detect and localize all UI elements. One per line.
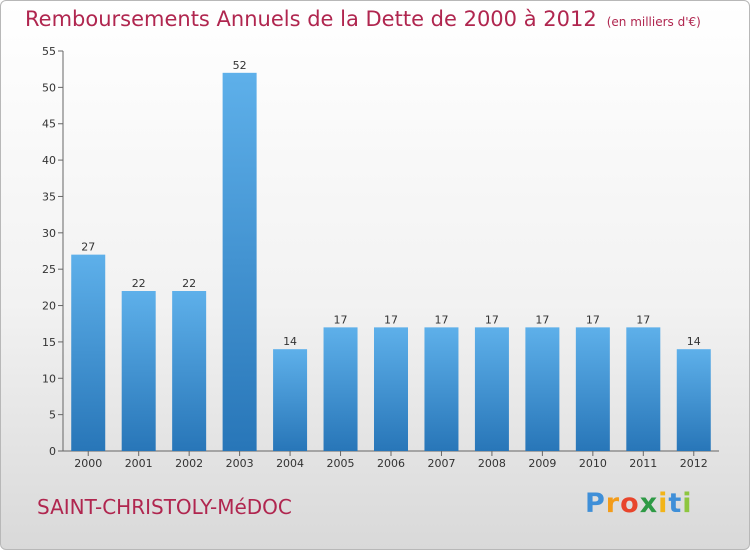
- title-text: Remboursements Annuels de la Dette de 20…: [25, 7, 597, 31]
- x-tick-label: 2001: [125, 457, 153, 470]
- proxiti-logo: Proxiti: [585, 488, 693, 519]
- logo-letter: o: [620, 488, 640, 519]
- data-label: 17: [485, 313, 499, 326]
- y-tick-label: 0: [49, 445, 56, 458]
- y-tick-label: 25: [42, 263, 56, 276]
- y-tick-label: 30: [42, 227, 56, 240]
- x-tick-label: 2009: [528, 457, 556, 470]
- x-tick-label: 2004: [276, 457, 304, 470]
- chart-title: Remboursements Annuels de la Dette de 20…: [25, 7, 701, 31]
- y-tick-label: 10: [42, 372, 56, 385]
- data-label: 17: [535, 313, 549, 326]
- y-tick-label: 50: [42, 81, 56, 94]
- bar: [222, 72, 257, 452]
- data-label: 22: [182, 277, 196, 290]
- data-label: 17: [636, 313, 650, 326]
- y-tick-label: 20: [42, 300, 56, 313]
- x-tick-label: 2012: [680, 457, 708, 470]
- logo-letter: i: [658, 488, 669, 519]
- unit-note: (en milliers d'€): [606, 15, 701, 29]
- commune-name: SAINT-CHRISTOLY-MéDOC: [37, 495, 292, 519]
- data-label: 27: [81, 241, 95, 254]
- data-label: 14: [687, 335, 701, 348]
- bar: [323, 327, 358, 451]
- y-tick-label: 35: [42, 190, 56, 203]
- data-label: 22: [132, 277, 146, 290]
- logo-letter: i: [682, 488, 693, 519]
- x-tick-label: 2006: [377, 457, 405, 470]
- logo-letter: t: [668, 488, 683, 519]
- bar: [71, 254, 106, 451]
- data-label: 52: [233, 59, 247, 72]
- y-tick-label: 15: [42, 336, 56, 349]
- x-tick-label: 2008: [478, 457, 506, 470]
- bar: [374, 327, 408, 451]
- y-tick-label: 45: [42, 118, 56, 131]
- x-tick-label: 2002: [175, 457, 203, 470]
- bar: [424, 327, 459, 451]
- bar: [121, 291, 156, 451]
- x-tick-label: 2003: [226, 457, 254, 470]
- bar: [626, 327, 661, 451]
- logo-letter: r: [605, 488, 621, 519]
- y-tick-label: 5: [49, 409, 56, 422]
- y-tick-label: 55: [42, 45, 56, 58]
- x-tick-label: 2010: [579, 457, 607, 470]
- logo-letter: P: [585, 488, 606, 519]
- x-tick-label: 2005: [327, 457, 355, 470]
- bar: [525, 327, 560, 451]
- data-label: 14: [283, 335, 297, 348]
- data-label: 17: [586, 313, 600, 326]
- x-tick-label: 2011: [629, 457, 657, 470]
- bar: [273, 349, 308, 451]
- x-tick-label: 2000: [74, 457, 102, 470]
- bar: [474, 327, 509, 451]
- bar: [575, 327, 610, 451]
- y-tick-label: 40: [42, 154, 56, 167]
- data-label: 17: [434, 313, 448, 326]
- data-label: 17: [334, 313, 348, 326]
- bar: [172, 291, 207, 451]
- x-tick-label: 2007: [427, 457, 455, 470]
- logo-letter: x: [639, 488, 659, 519]
- data-label: 17: [384, 313, 398, 326]
- bar: [676, 349, 711, 451]
